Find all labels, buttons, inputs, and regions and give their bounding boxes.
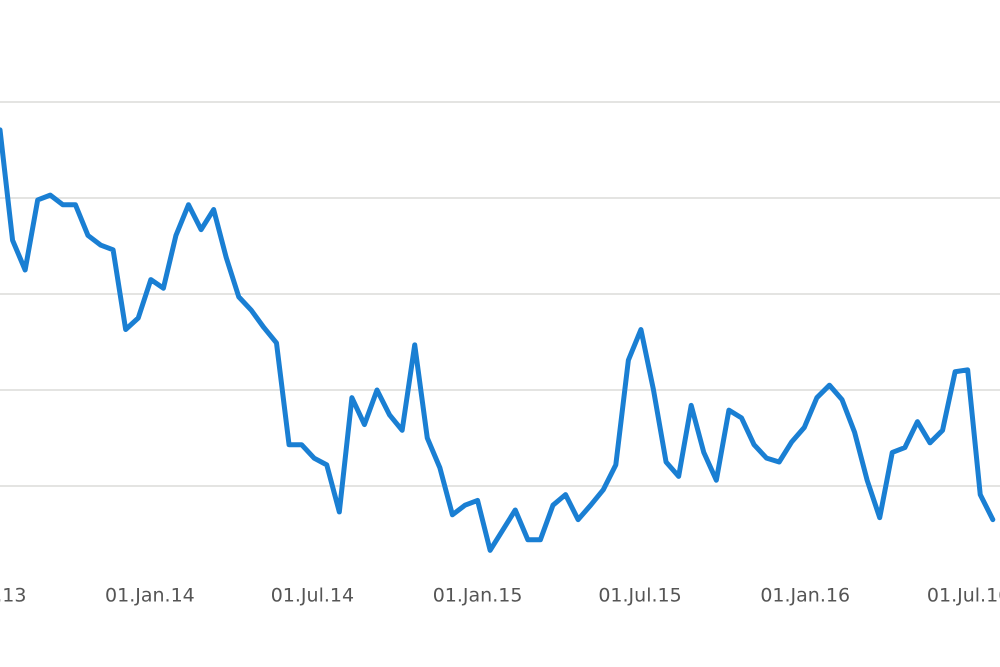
data-line xyxy=(0,127,996,553)
x-tick-label: 01.Jan.14 xyxy=(105,585,195,607)
x-tick-label: 01.Jul.13 xyxy=(0,585,26,607)
x-tick-label: 01.Jul.16 xyxy=(927,585,1000,607)
x-tick-label: 01.Jul.14 xyxy=(271,585,354,607)
x-tick-label: 01.Jan.16 xyxy=(760,585,850,607)
x-tick-label: 01.Jan.15 xyxy=(433,585,523,607)
x-tick-label: 01.Jul.15 xyxy=(598,585,681,607)
